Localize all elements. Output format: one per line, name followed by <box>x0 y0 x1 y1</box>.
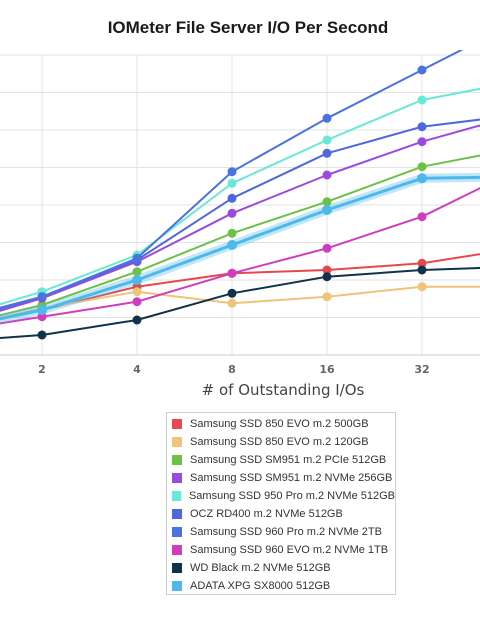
legend-item[interactable]: Samsung SSD 950 Pro m.2 NVMe 512GB <box>172 487 395 505</box>
legend-label: Samsung SSD 850 EVO m.2 500GB <box>190 418 369 430</box>
series-10 <box>0 172 480 324</box>
legend-label: Samsung SSD 960 Pro m.2 NVMe 2TB <box>190 526 382 538</box>
legend-item[interactable]: Samsung SSD SM951 m.2 PCIe 512GB <box>172 451 395 469</box>
legend-item[interactable]: Samsung SSD 850 EVO m.2 500GB <box>172 415 395 433</box>
legend-swatch <box>172 473 182 483</box>
data-point[interactable] <box>227 208 237 218</box>
data-point[interactable] <box>37 292 47 302</box>
data-point[interactable] <box>132 253 142 263</box>
series-line <box>0 175 480 321</box>
legend-swatch <box>172 419 182 429</box>
chart-series-lines <box>0 50 480 340</box>
legend-label: ADATA XPG SX8000 512GB <box>190 580 331 592</box>
data-point[interactable] <box>227 288 237 298</box>
data-point[interactable] <box>132 297 142 307</box>
legend-item[interactable]: Samsung SSD 960 Pro m.2 NVMe 2TB <box>172 523 395 541</box>
data-point[interactable] <box>37 330 47 340</box>
series-2 <box>0 282 480 319</box>
legend-swatch <box>172 581 182 591</box>
legend-item[interactable]: WD Black m.2 NVMe 512GB <box>172 559 395 577</box>
x-axis-title: # of Outstanding I/Os <box>201 381 365 399</box>
legend-item[interactable]: ADATA XPG SX8000 512GB <box>172 577 395 595</box>
data-point[interactable] <box>417 282 427 292</box>
series-8 <box>0 187 480 325</box>
data-point[interactable] <box>322 272 332 282</box>
x-tick-label: 2 <box>38 363 46 376</box>
series-line-glow <box>0 172 480 324</box>
data-point[interactable] <box>227 178 237 188</box>
series-9 <box>0 265 480 340</box>
chart-title: IOMeter File Server I/O Per Second <box>107 18 389 37</box>
chart-gridlines <box>0 54 480 356</box>
chart-legend: Samsung SSD 850 EVO m.2 500GB Samsung SSD… <box>166 412 396 595</box>
data-point[interactable] <box>322 170 332 180</box>
data-point[interactable] <box>227 298 237 308</box>
data-point[interactable] <box>417 162 427 172</box>
data-point[interactable] <box>417 122 427 132</box>
data-point[interactable] <box>37 305 47 315</box>
data-point[interactable] <box>417 137 427 147</box>
legend-label: Samsung SSD SM951 m.2 NVMe 256GB <box>190 472 393 484</box>
legend-label: OCZ RD400 m.2 NVMe 512GB <box>190 508 343 520</box>
x-axis-tick-labels: 2 4 8 16 32 <box>38 363 429 376</box>
legend-swatch <box>172 527 182 537</box>
data-point[interactable] <box>322 243 332 253</box>
data-point[interactable] <box>322 205 332 215</box>
legend-swatch <box>172 437 182 447</box>
legend-swatch <box>172 491 181 501</box>
data-point[interactable] <box>322 197 332 207</box>
legend-swatch <box>172 509 182 519</box>
data-point[interactable] <box>322 148 332 158</box>
x-tick-label: 32 <box>414 363 429 376</box>
legend-label: Samsung SSD 950 Pro m.2 NVMe 512GB <box>188 490 395 502</box>
legend-swatch <box>172 545 182 555</box>
data-point[interactable] <box>227 167 237 177</box>
x-tick-label: 4 <box>133 363 141 376</box>
legend-label: Samsung SSD 850 EVO m.2 120GB <box>190 436 369 448</box>
data-point[interactable] <box>417 212 427 222</box>
legend-swatch <box>172 455 182 465</box>
legend-item[interactable]: OCZ RD400 m.2 NVMe 512GB <box>172 505 395 523</box>
data-point[interactable] <box>322 113 332 123</box>
data-point[interactable] <box>132 267 142 277</box>
data-point[interactable] <box>322 135 332 145</box>
legend-label: Samsung SSD 960 EVO m.2 NVMe 1TB <box>190 544 389 556</box>
data-point[interactable] <box>417 258 427 268</box>
data-point[interactable] <box>227 193 237 203</box>
data-point[interactable] <box>417 95 427 105</box>
data-point[interactable] <box>417 65 427 75</box>
data-point[interactable] <box>417 265 427 275</box>
legend-item[interactable]: Samsung SSD 960 EVO m.2 NVMe 1TB <box>172 541 395 559</box>
data-point[interactable] <box>322 292 332 302</box>
data-point[interactable] <box>417 173 427 184</box>
legend-label: WD Black m.2 NVMe 512GB <box>190 562 331 574</box>
x-tick-label: 16 <box>319 363 335 376</box>
legend-label: Samsung SSD SM951 m.2 PCIe 512GB <box>190 454 387 466</box>
data-point[interactable] <box>227 268 237 278</box>
data-point[interactable] <box>132 315 142 325</box>
x-tick-label: 8 <box>228 363 236 376</box>
series-line <box>0 285 480 319</box>
data-point[interactable] <box>227 228 237 238</box>
data-point[interactable] <box>132 287 142 297</box>
series-7 <box>0 50 464 311</box>
legend-swatch <box>172 563 182 573</box>
data-point[interactable] <box>227 240 237 250</box>
data-point[interactable] <box>322 265 332 275</box>
legend-item[interactable]: Samsung SSD 850 EVO m.2 120GB <box>172 433 395 451</box>
legend-item[interactable]: Samsung SSD SM951 m.2 NVMe 256GB <box>172 469 395 487</box>
data-point[interactable] <box>132 275 142 285</box>
